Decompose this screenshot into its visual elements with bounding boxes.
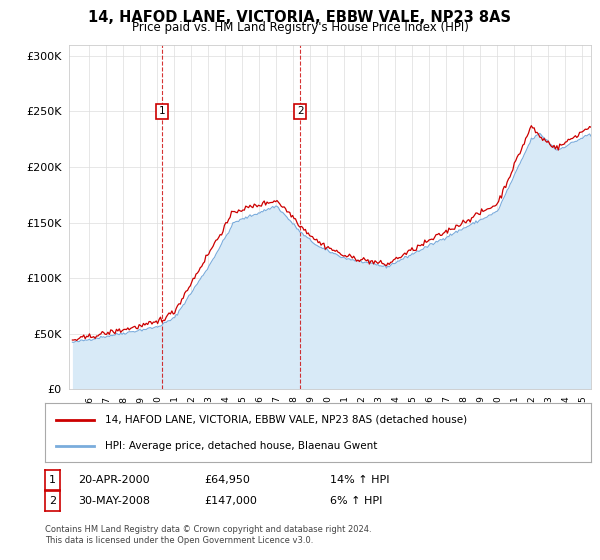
Text: £64,950: £64,950 [204,475,250,485]
Text: £147,000: £147,000 [204,496,257,506]
Text: 14, HAFOD LANE, VICTORIA, EBBW VALE, NP23 8AS: 14, HAFOD LANE, VICTORIA, EBBW VALE, NP2… [89,10,511,25]
Text: 30-MAY-2008: 30-MAY-2008 [78,496,150,506]
Text: 2: 2 [49,496,56,506]
Text: 1: 1 [49,475,56,485]
Text: HPI: Average price, detached house, Blaenau Gwent: HPI: Average price, detached house, Blae… [105,441,377,451]
Text: 14% ↑ HPI: 14% ↑ HPI [330,475,389,485]
Text: Price paid vs. HM Land Registry's House Price Index (HPI): Price paid vs. HM Land Registry's House … [131,21,469,34]
Text: Contains HM Land Registry data © Crown copyright and database right 2024.
This d: Contains HM Land Registry data © Crown c… [45,525,371,545]
Text: 1: 1 [158,106,165,116]
Text: 14, HAFOD LANE, VICTORIA, EBBW VALE, NP23 8AS (detached house): 14, HAFOD LANE, VICTORIA, EBBW VALE, NP2… [105,414,467,424]
Text: 2: 2 [297,106,304,116]
Text: 6% ↑ HPI: 6% ↑ HPI [330,496,382,506]
Text: 20-APR-2000: 20-APR-2000 [78,475,149,485]
